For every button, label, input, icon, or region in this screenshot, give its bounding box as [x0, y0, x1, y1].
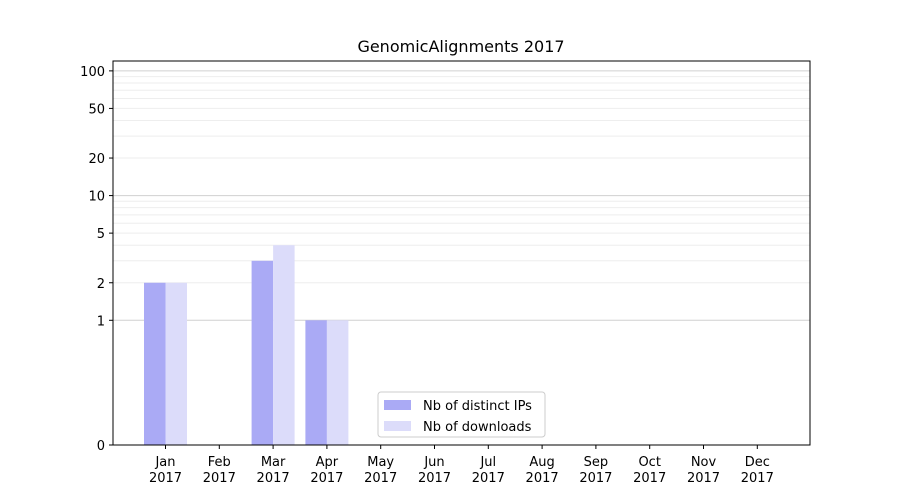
grid: [113, 70, 810, 321]
plot-area-frame: [112, 60, 811, 446]
y-axis: 0 1 2 5 10 20 50 100: [80, 65, 113, 454]
y-tick-label: 0: [97, 439, 105, 454]
legend: Nb of distinct IPs Nb of downloads: [377, 391, 546, 438]
x-tick-label-month: Apr: [316, 455, 339, 470]
x-tick-label-year: 2017: [203, 471, 236, 486]
legend-swatch: [384, 400, 411, 410]
x-tick-label-month: Oct: [638, 455, 660, 470]
x-tick-label-year: 2017: [687, 471, 720, 486]
y-tick-label: 100: [80, 65, 105, 80]
x-tick-label-month: Jan: [154, 455, 175, 470]
x-tick-label-year: 2017: [472, 471, 505, 486]
x-axis: Jan2017Feb2017Mar2017Apr2017May2017Jun20…: [149, 445, 774, 486]
bar-downloads: [326, 320, 349, 445]
bar-distinct-ips: [144, 282, 166, 445]
y-tick-label: 5: [97, 227, 105, 242]
x-tick-label-month: Mar: [261, 455, 286, 470]
x-tick-label-month: Dec: [745, 455, 770, 470]
x-tick-label-year: 2017: [418, 471, 451, 486]
bar-downloads: [273, 245, 295, 445]
x-tick-label-year: 2017: [579, 471, 612, 486]
x-tick-label-month: Aug: [529, 455, 554, 470]
bar-distinct-ips: [305, 320, 327, 445]
x-tick-label-year: 2017: [364, 471, 397, 486]
legend-swatch: [384, 421, 411, 431]
x-tick-label-month: Nov: [691, 455, 717, 470]
x-tick-label-month: Feb: [208, 455, 231, 470]
x-tick-label-year: 2017: [633, 471, 666, 486]
bar-distinct-ips: [251, 260, 274, 445]
legend-label: Nb of distinct IPs: [423, 399, 532, 414]
y-tick-label: 2: [97, 277, 105, 292]
y-tick-label: 1: [97, 314, 105, 329]
x-tick-label-month: Jul: [479, 455, 496, 470]
x-tick-label-month: Jun: [423, 455, 444, 470]
legend-frame: [377, 391, 546, 438]
y-tick-label: 50: [88, 102, 105, 117]
chart-title: GenomicAlignments 2017: [357, 37, 564, 56]
x-tick-label-year: 2017: [257, 471, 290, 486]
y-tick-label: 10: [88, 190, 105, 205]
x-tick-label-year: 2017: [526, 471, 559, 486]
x-tick-label-year: 2017: [149, 471, 182, 486]
x-tick-label-year: 2017: [741, 471, 774, 486]
x-tick-label-year: 2017: [310, 471, 343, 486]
x-tick-label-month: Sep: [584, 455, 609, 470]
bars: [144, 245, 349, 445]
bar-downloads: [165, 282, 187, 445]
legend-label: Nb of downloads: [423, 420, 532, 435]
x-tick-label-month: May: [367, 455, 394, 470]
y-tick-label: 20: [88, 152, 105, 167]
